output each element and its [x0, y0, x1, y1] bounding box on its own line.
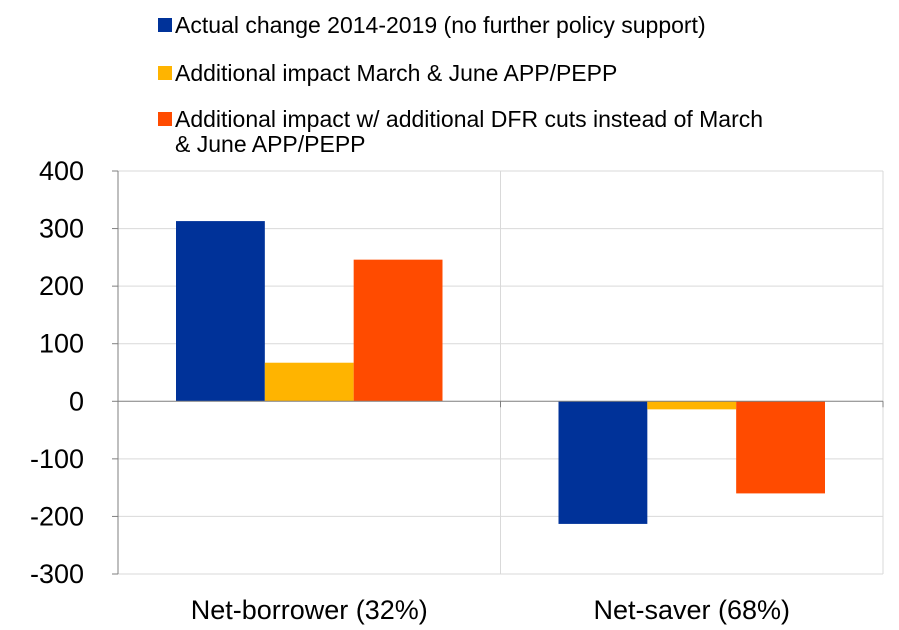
y-tick-label: 300 [39, 214, 84, 244]
x-tick-label: Net-borrower (32%) [191, 595, 428, 625]
bar [558, 401, 648, 524]
y-tick-label: 0 [69, 386, 84, 416]
x-tick-label: Net-saver (68%) [593, 595, 790, 625]
bar [353, 259, 443, 402]
legend-swatch [158, 112, 172, 126]
y-tick-label: 200 [39, 271, 84, 301]
legend-label: & June APP/PEPP [175, 131, 366, 157]
y-tick-label: -300 [30, 559, 84, 589]
bar [736, 401, 825, 494]
y-tick-label: -200 [30, 501, 84, 531]
legend-label: Actual change 2014-2019 (no further poli… [175, 12, 706, 38]
legend-swatch [158, 18, 172, 32]
y-tick-label: -100 [30, 444, 84, 474]
y-tick-label: 100 [39, 329, 84, 359]
legend-label: Additional impact March & June APP/PEPP [175, 60, 617, 86]
bar [176, 221, 265, 402]
bar [264, 362, 354, 402]
legend-label: Additional impact w/ additional DFR cuts… [175, 106, 763, 132]
bar [647, 401, 737, 410]
y-tick-label: 400 [39, 156, 84, 186]
legend-swatch [158, 66, 172, 80]
